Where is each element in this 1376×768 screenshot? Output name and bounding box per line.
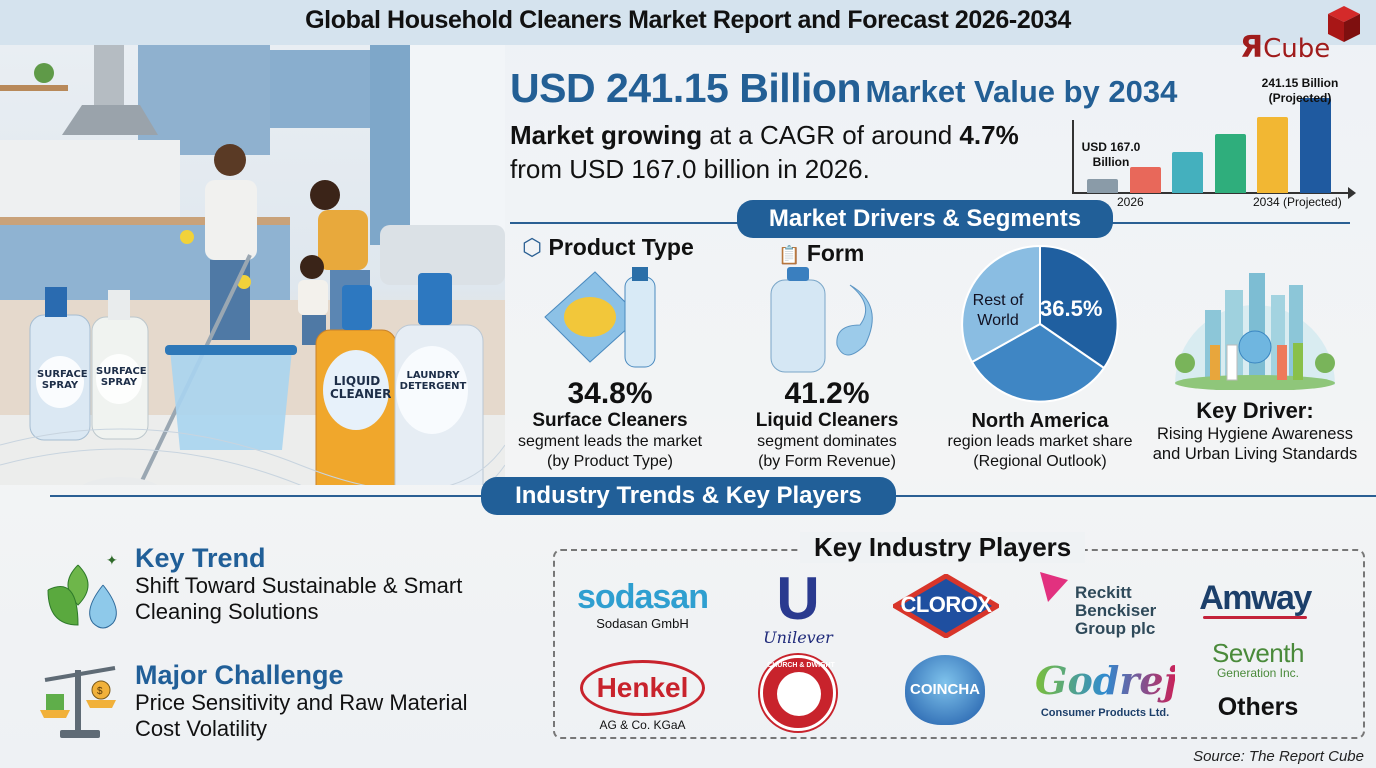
market-value: USD 241.15 Billion: [510, 65, 862, 111]
x-axis: [1072, 192, 1350, 194]
x-tick-end: 2034 (Projected): [1253, 195, 1342, 209]
form-percent: 41.2%: [784, 377, 870, 410]
bar: [1257, 116, 1288, 193]
glove-spray-illustration: [544, 267, 656, 368]
clipboard-icon: 📋: [778, 245, 801, 265]
growth-label: Market growing: [510, 120, 703, 150]
report-cube-logo: ЯCube: [1240, 4, 1370, 65]
kitchen-scene-illustration: [0, 45, 505, 485]
growth-text: at a CAGR of around: [709, 120, 953, 150]
player-unilever: U Unilever: [758, 565, 838, 648]
key-players-title: Key Industry Players: [800, 532, 1086, 563]
player-seventh-generation: Seventh Generation Inc.: [1212, 638, 1304, 680]
city-people-illustration: [1175, 273, 1335, 390]
region-name: North America: [971, 410, 1109, 432]
major-challenge: Major Challenge Price Sensitivity and Ra…: [135, 660, 468, 741]
key-driver: Key Driver: Rising Hygiene Awareness and…: [1148, 398, 1362, 464]
growth-bar-chart: USD 167.0 Billion 241.15 Billion (Projec…: [1060, 70, 1376, 215]
form-heading: 📋 Form: [778, 240, 865, 266]
bar: [1129, 166, 1161, 193]
bar: [1172, 151, 1203, 193]
player-church-dwight: CHURCH & DWIGHT: [760, 655, 836, 731]
section-drivers-title: Market Drivers & Segments: [737, 200, 1113, 238]
start-value-label: USD 167.0 Billion: [1081, 140, 1141, 169]
bottle-label: LIQUID CLEANER: [330, 374, 392, 401]
header-band: [0, 0, 1376, 45]
y-axis: [1072, 120, 1074, 194]
base-value-text: from USD 167.0 billion in 2026.: [510, 154, 870, 184]
page-title: Global Household Cleaners Market Report …: [305, 6, 1071, 34]
cagr-statement: Market growing at a CAGR of around 4.7% …: [510, 118, 1019, 186]
cube-icon: [1328, 6, 1360, 42]
amway-swoosh: [1203, 616, 1307, 619]
bottle-label: SURFACE SPRAY: [96, 366, 147, 388]
product-type-name: Surface Cleaners: [532, 410, 688, 431]
player-amway: Amway: [1199, 579, 1312, 619]
reckitt-logo-icon: [1040, 572, 1068, 602]
bottle-label: LAUNDRY DETERGENT: [399, 370, 467, 392]
key-trend: Key Trend Shift Toward Sustainable & Sma…: [135, 543, 463, 624]
bar: [1299, 98, 1331, 193]
player-others: Others: [1217, 693, 1299, 721]
key-trend-title: Key Trend: [135, 543, 266, 573]
bar: [1087, 179, 1118, 193]
player-godrej: Godrej Consumer Products Ltd.: [1035, 655, 1177, 719]
region-segment: North America region leads market share …: [934, 410, 1146, 472]
player-henkel: Henkel AG & Co. KGaA: [580, 660, 705, 732]
major-challenge-title: Major Challenge: [135, 660, 344, 690]
unilever-u-icon: U: [776, 565, 820, 632]
player-coincha: COINCHA: [905, 655, 985, 725]
balance-scale-icon: $: [40, 666, 116, 738]
logo-text: Cube: [1263, 34, 1331, 64]
logo-letter: Я: [1240, 30, 1264, 65]
product-type-segment: 34.8% Surface Cleaners segment leads the…: [500, 378, 720, 472]
svg-text:✦: ✦: [106, 552, 118, 568]
product-type-percent: 34.8%: [567, 377, 653, 410]
leaf-water-drop-icon: ✦: [47, 552, 118, 629]
player-sodasan: sodasan Sodasan GmbH: [577, 578, 709, 631]
box-icon: ⬡: [522, 234, 543, 260]
player-clorox: CLOROX: [893, 574, 999, 638]
north-america-share: 36.5%: [1040, 296, 1103, 321]
cagr-value: 4.7%: [959, 120, 1019, 150]
headline: USD 241.15 Billion Market Value by 2034: [510, 65, 1177, 112]
section-trends-title: Industry Trends & Key Players: [481, 477, 896, 515]
product-type-heading: ⬡ Product Type: [522, 234, 694, 260]
form-segment: 41.2% Liquid Cleaners segment dominates …: [722, 378, 932, 472]
clorox-diamond-icon: [893, 574, 999, 638]
arm-hammer-icon: [777, 672, 821, 716]
end-value-label: 241.15 Billion (Projected): [1261, 76, 1339, 105]
svg-text:$: $: [97, 686, 103, 697]
form-name: Liquid Cleaners: [755, 410, 899, 431]
hero-family-cleaning-image: SURFACE SPRAY SURFACE SPRAY LIQUID CLEAN…: [0, 45, 505, 485]
key-driver-title: Key Driver:: [1196, 398, 1314, 423]
arrow-icon: [1348, 187, 1356, 199]
rest-of-world-label: Rest of World: [972, 292, 1024, 329]
bar: [1214, 134, 1246, 193]
bottle-splash-illustration: [770, 267, 873, 373]
regional-pie-chart: [961, 244, 1119, 403]
x-tick-start: 2026: [1117, 195, 1144, 209]
market-value-suffix: Market Value by 2034: [865, 74, 1178, 109]
source-credit: Source: The Report Cube: [1193, 748, 1364, 765]
bottle-label: SURFACE SPRAY: [37, 369, 88, 391]
